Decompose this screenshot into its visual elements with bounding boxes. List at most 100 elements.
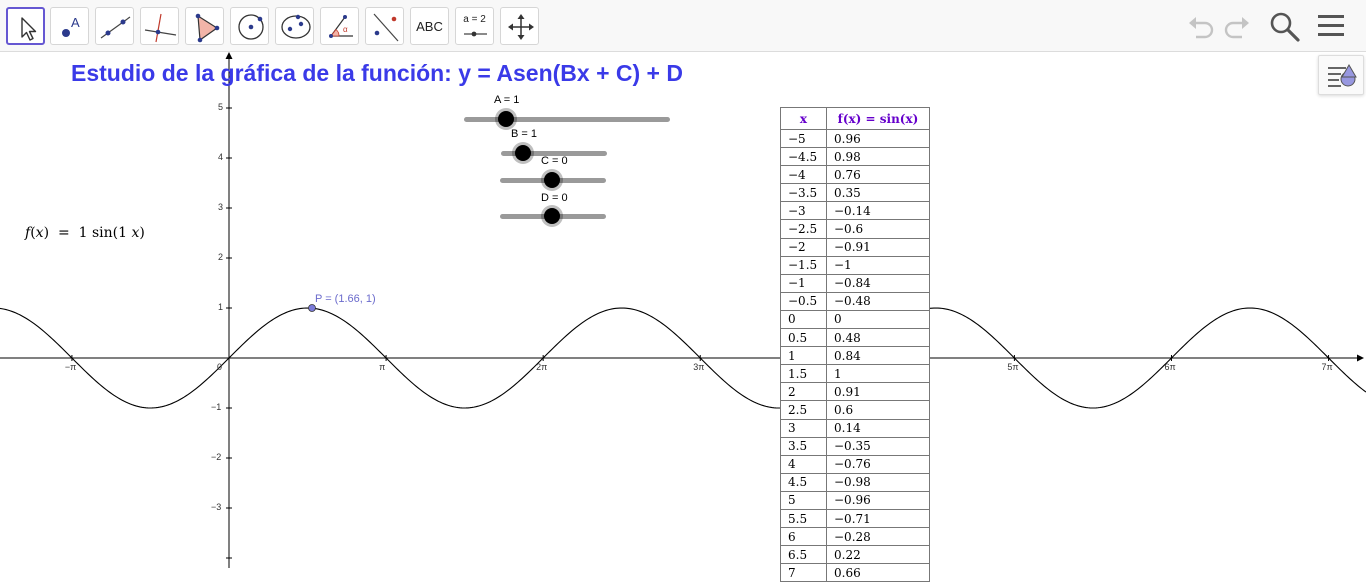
menu-icon[interactable] (1316, 12, 1348, 40)
table-row: 5.5 −0.71 (780, 508, 930, 529)
graphics-view[interactable] (0, 0, 1366, 568)
table-cell-fx: −1 (826, 255, 930, 275)
move-view-icon (508, 14, 534, 40)
function-formula: f(x) = 1 sin(1 x) (25, 225, 145, 241)
table-cell-fx: 0.98 (826, 147, 930, 167)
table-cell-x: 5.5 (780, 508, 827, 529)
style-bar-icon (1328, 64, 1357, 87)
circle-tool-button[interactable] (230, 7, 269, 45)
x-tick-label: π (379, 362, 386, 372)
table-cell-x: −2 (780, 237, 827, 257)
svg-text:α: α (343, 25, 348, 34)
move-view-tool-button[interactable] (500, 7, 539, 45)
table-cell-fx: 0.66 (826, 563, 930, 582)
table-row: 2.5 0.6 (780, 400, 930, 420)
table-cell-fx: −0.96 (826, 490, 930, 510)
table-cell-fx: −0.14 (826, 201, 930, 221)
angle-tool-button[interactable]: α (320, 7, 359, 45)
x-axis-arrow (1357, 354, 1364, 362)
table-cell-fx: 0.84 (826, 346, 930, 366)
slider-b-knob[interactable] (515, 145, 531, 161)
table-row: 3.5 −0.35 (780, 436, 930, 456)
table-cell-x: 3 (780, 418, 827, 438)
slider-c-knob[interactable] (544, 172, 560, 188)
table-row: −0.5 −0.48 (780, 291, 930, 311)
sine-curve (0, 307, 1366, 409)
slider-a-track[interactable] (464, 117, 670, 122)
x-tick-label: 3π (693, 362, 705, 372)
circle-icon (238, 14, 264, 40)
search-icon[interactable] (1268, 10, 1302, 42)
table-cell-fx: 0.48 (826, 328, 930, 348)
move-tool-button[interactable] (6, 7, 45, 45)
table-cell-fx: 0.76 (826, 165, 930, 185)
table-cell-x: 0.5 (780, 328, 827, 348)
y-tick-label: 4 (218, 152, 224, 162)
table-cell-fx: −0.35 (826, 436, 930, 456)
table-cell-fx: 0.91 (826, 382, 930, 402)
table-cell-x: 2 (780, 382, 827, 402)
formula-variable: x (35, 225, 44, 241)
point-p (308, 304, 316, 312)
table-cell-x: 2.5 (780, 400, 827, 420)
table-row: −1.5 −1 (780, 255, 930, 275)
reflect-icon (373, 13, 399, 42)
table-cell-fx: −0.28 (826, 527, 930, 547)
table-row: −2.5 −0.6 (780, 219, 930, 239)
table-row: 4 −0.76 (780, 454, 930, 474)
table-row: −4.5 0.98 (780, 147, 930, 167)
y-tick-label: 3 (218, 202, 224, 212)
table-cell-x: −2.5 (780, 219, 827, 239)
text-tool-button[interactable]: ABC (410, 7, 449, 45)
text-icon: ABC (416, 18, 443, 34)
x-tick-label: −π (64, 362, 77, 372)
slider-c-label: C = 0 (541, 155, 568, 167)
table-header-row: x f(x) = sin(x) (780, 107, 930, 130)
table-row: 6 −0.28 (780, 527, 930, 547)
table-cell-fx: −0.71 (826, 508, 930, 529)
point-tool-button[interactable]: A (50, 7, 89, 45)
ellipse-tool-button[interactable] (275, 7, 314, 45)
y-tick-label: 1 (218, 302, 224, 312)
table-cell-fx: −0.91 (826, 237, 930, 257)
polygon-icon (195, 13, 220, 43)
perpendicular-icon (144, 13, 177, 43)
table-cell-x: 0 (780, 309, 827, 330)
ellipse-icon (281, 14, 311, 39)
point-icon: A (62, 15, 80, 37)
table-cell-fx: −0.98 (826, 472, 930, 492)
values-table: x f(x) = sin(x) −5 0.96 −4.5 0.98 −4 0.76 −3.5… (780, 107, 930, 582)
table-cell-fx: −0.76 (826, 454, 930, 474)
table-cell-x: −3 (780, 201, 827, 221)
y-tick-label: 5 (218, 102, 224, 112)
slider-a-label: A = 1 (494, 94, 520, 106)
redo-icon[interactable] (1222, 13, 1252, 41)
perpendicular-line-tool-button[interactable] (140, 7, 179, 45)
slider-b-track[interactable] (501, 151, 607, 156)
table-cell-x: 6 (780, 527, 827, 547)
table-row: 1.5 1 (780, 364, 930, 384)
slider-tool-button[interactable]: a = 2 (455, 7, 494, 45)
line-tool-button[interactable] (95, 7, 134, 45)
table-cell-fx: −0.6 (826, 219, 930, 239)
y-tick-label: 2 (218, 252, 224, 262)
y-axis-arrow (225, 52, 233, 59)
table-row: 7 0.66 (780, 563, 930, 582)
table-cell-fx: 0.6 (826, 400, 930, 420)
table-cell-fx: 0.22 (826, 545, 930, 565)
undo-icon[interactable] (1186, 13, 1216, 41)
slider-a-knob[interactable] (498, 111, 514, 127)
formula-equals: = (57, 225, 70, 241)
table-cell-fx: 0.96 (826, 128, 930, 149)
table-row: −1 −0.84 (780, 273, 930, 293)
point-p-label: P = (1.66, 1) (315, 293, 376, 305)
reflect-tool-button[interactable] (365, 7, 404, 45)
table-cell-x: 1 (780, 346, 827, 366)
y-tick-label: −3 (211, 502, 222, 512)
table-cell-x: −1.5 (780, 255, 827, 275)
style-bar-button[interactable] (1318, 55, 1364, 95)
table-cell-fx: 1 (826, 364, 930, 384)
polygon-tool-button[interactable] (185, 7, 224, 45)
slider-d-knob[interactable] (544, 208, 560, 224)
